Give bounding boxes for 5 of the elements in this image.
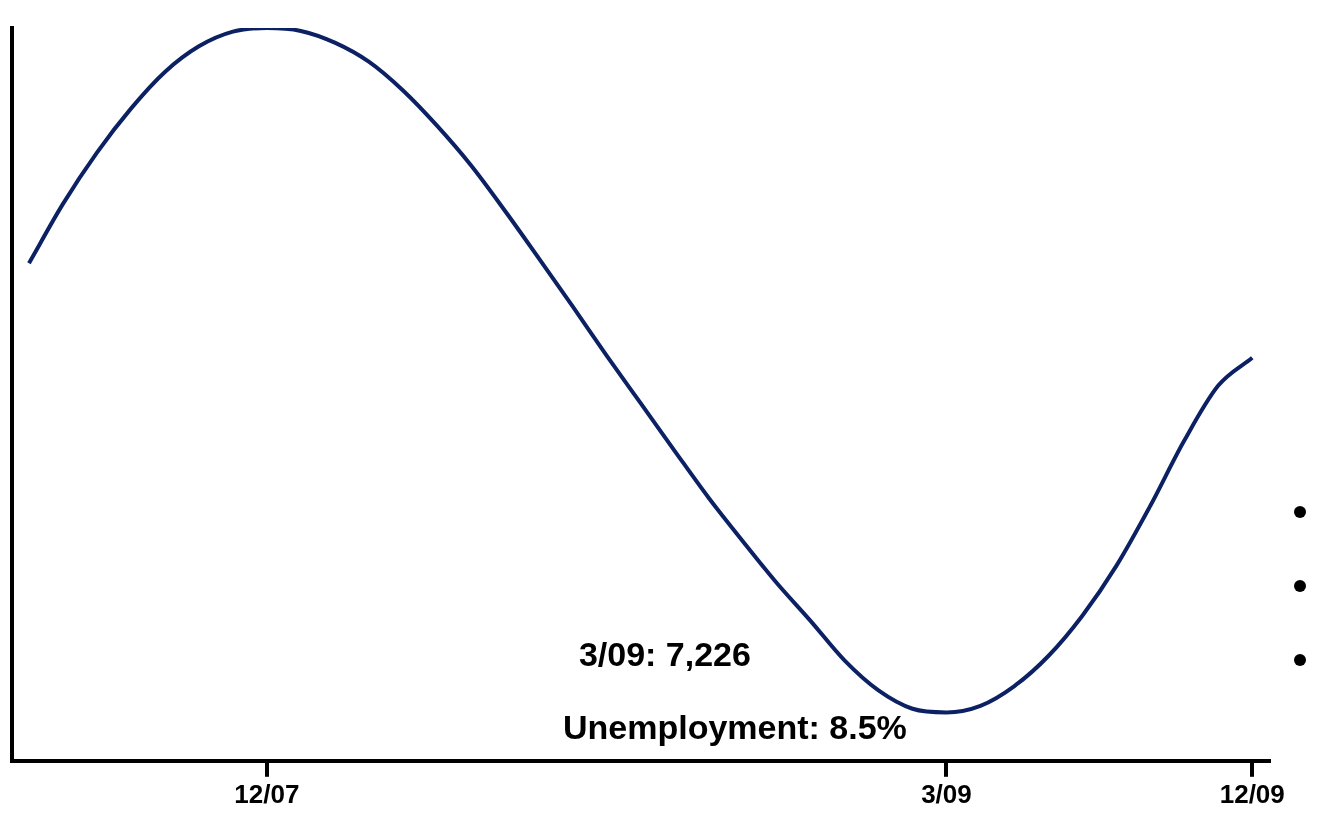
x-tick-label: 3/09 bbox=[921, 778, 972, 809]
annotation: 3/09: 7,226 bbox=[578, 634, 751, 673]
x-tick-label: 12/07 bbox=[234, 778, 300, 809]
annotation: Unemployment: 8.5% bbox=[562, 707, 907, 746]
x-tick-label: 12/09 bbox=[1219, 778, 1285, 809]
